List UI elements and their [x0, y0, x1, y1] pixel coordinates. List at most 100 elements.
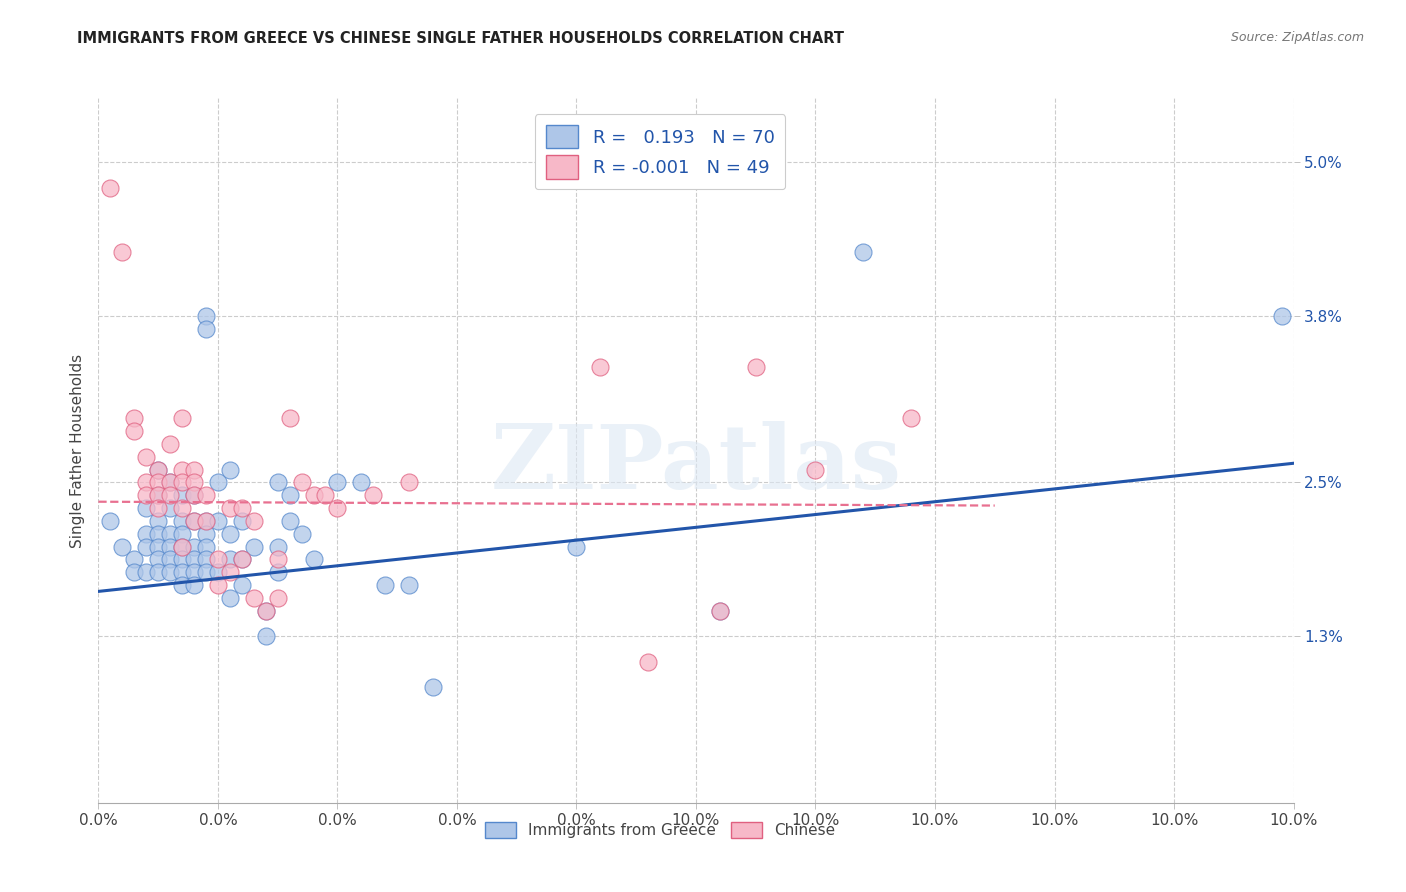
Point: [302, 488, 325, 502]
Point: [207, 565, 229, 579]
Point: [243, 514, 266, 528]
Point: [183, 488, 205, 502]
Point: [183, 463, 205, 477]
Point: [172, 463, 194, 477]
Point: [900, 411, 922, 425]
Point: [231, 552, 253, 566]
Point: [183, 514, 205, 528]
Point: [172, 488, 194, 502]
Point: [278, 514, 301, 528]
Point: [148, 488, 170, 502]
Point: [135, 450, 157, 464]
Point: [565, 540, 588, 554]
Point: [111, 244, 134, 259]
Point: [709, 604, 731, 618]
Text: ZIPatlas: ZIPatlas: [491, 421, 901, 508]
Point: [398, 475, 420, 490]
Point: [148, 463, 170, 477]
Point: [350, 475, 373, 490]
Point: [135, 526, 157, 541]
Point: [172, 565, 194, 579]
Point: [207, 514, 229, 528]
Point: [195, 309, 218, 323]
Text: Source: ZipAtlas.com: Source: ZipAtlas.com: [1230, 31, 1364, 45]
Point: [124, 565, 146, 579]
Point: [267, 475, 290, 490]
Point: [195, 488, 218, 502]
Point: [148, 463, 170, 477]
Point: [231, 514, 253, 528]
Point: [852, 244, 875, 259]
Point: [172, 475, 194, 490]
Point: [124, 424, 146, 438]
Point: [219, 591, 242, 605]
Point: [135, 488, 157, 502]
Point: [315, 488, 337, 502]
Point: [111, 540, 134, 554]
Point: [195, 565, 218, 579]
Point: [267, 591, 290, 605]
Point: [254, 604, 277, 618]
Point: [159, 501, 181, 516]
Point: [159, 437, 181, 451]
Point: [207, 552, 229, 566]
Point: [243, 591, 266, 605]
Point: [195, 552, 218, 566]
Point: [254, 604, 277, 618]
Point: [159, 475, 181, 490]
Point: [219, 463, 242, 477]
Point: [159, 526, 181, 541]
Point: [172, 501, 194, 516]
Point: [148, 565, 170, 579]
Point: [326, 475, 349, 490]
Point: [148, 488, 170, 502]
Point: [231, 552, 253, 566]
Point: [374, 578, 396, 592]
Point: [183, 565, 205, 579]
Point: [278, 411, 301, 425]
Point: [709, 604, 731, 618]
Point: [183, 514, 205, 528]
Point: [148, 475, 170, 490]
Point: [398, 578, 420, 592]
Point: [291, 526, 314, 541]
Point: [135, 565, 157, 579]
Point: [98, 514, 122, 528]
Point: [148, 514, 170, 528]
Point: [219, 526, 242, 541]
Point: [278, 488, 301, 502]
Point: [195, 514, 218, 528]
Point: [183, 488, 205, 502]
Point: [243, 540, 266, 554]
Point: [148, 540, 170, 554]
Point: [183, 578, 205, 592]
Point: [172, 540, 194, 554]
Point: [302, 552, 325, 566]
Point: [267, 565, 290, 579]
Point: [195, 526, 218, 541]
Point: [326, 501, 349, 516]
Legend: Immigrants from Greece, Chinese: Immigrants from Greece, Chinese: [479, 815, 841, 845]
Point: [148, 552, 170, 566]
Point: [267, 540, 290, 554]
Point: [159, 540, 181, 554]
Point: [183, 475, 205, 490]
Point: [1271, 309, 1294, 323]
Point: [159, 488, 181, 502]
Text: IMMIGRANTS FROM GREECE VS CHINESE SINGLE FATHER HOUSEHOLDS CORRELATION CHART: IMMIGRANTS FROM GREECE VS CHINESE SINGLE…: [77, 31, 845, 46]
Point: [219, 552, 242, 566]
Point: [195, 514, 218, 528]
Point: [159, 475, 181, 490]
Point: [637, 655, 659, 669]
Point: [148, 501, 170, 516]
Y-axis label: Single Father Households: Single Father Households: [69, 353, 84, 548]
Point: [363, 488, 385, 502]
Point: [135, 501, 157, 516]
Point: [159, 565, 181, 579]
Point: [183, 540, 205, 554]
Point: [195, 540, 218, 554]
Point: [207, 578, 229, 592]
Point: [183, 552, 205, 566]
Point: [172, 540, 194, 554]
Point: [207, 475, 229, 490]
